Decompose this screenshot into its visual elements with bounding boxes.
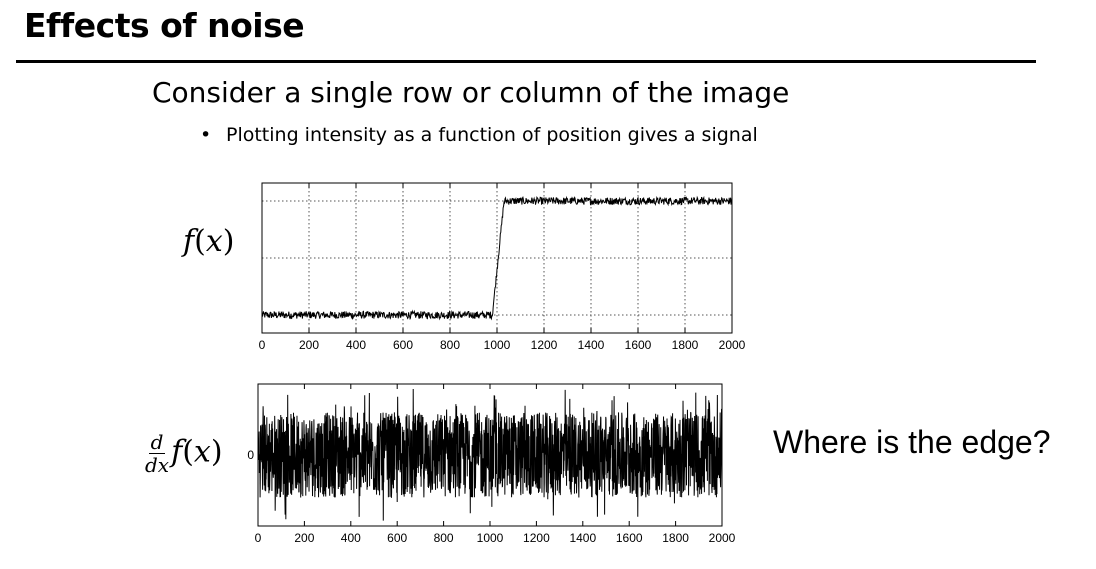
x-tick-label: 1200 [531, 338, 558, 352]
bullet-list: Plotting intensity as a function of posi… [200, 124, 758, 146]
x-tick-label: 200 [299, 338, 319, 352]
x-tick-label: 1000 [484, 338, 511, 352]
title-divider [16, 60, 1036, 63]
x-tick-label: 1400 [569, 531, 596, 545]
derivative-chart: 0 200 400 600 800 1000 1200 1400 1600 1800 2000 0 [247, 383, 736, 545]
y-tick-label: 0 [247, 448, 254, 462]
x-tick-label: 800 [434, 531, 454, 545]
x-tick-label: 1600 [625, 338, 652, 352]
x-tick-label: 400 [346, 338, 366, 352]
x-tick-label: 2000 [719, 338, 746, 352]
chart-2-ylabel: d dx f(x) [145, 430, 223, 477]
x-tick-label: 2000 [709, 531, 736, 545]
chart-1-ylabel: f(x) [183, 224, 235, 259]
x-tick-label: 0 [255, 531, 262, 545]
x-tick-label: 1800 [662, 531, 689, 545]
x-tick-label: 1400 [578, 338, 605, 352]
slide-title: Effects of noise [24, 6, 305, 45]
edge-question: Where is the edge? [773, 424, 1051, 460]
bullet-item: Plotting intensity as a function of posi… [200, 124, 758, 146]
x-tick-label: 1600 [616, 531, 643, 545]
x-tick-label: 200 [294, 531, 314, 545]
x-tick-label: 400 [341, 531, 361, 545]
slide-heading: Consider a single row or column of the i… [152, 76, 790, 109]
series-line [257, 388, 723, 521]
x-tick-label: 800 [440, 338, 460, 352]
series-line [261, 195, 733, 321]
x-tick-label: 1200 [523, 531, 550, 545]
x-tick-label: 600 [387, 531, 407, 545]
signal-chart: 0 200 400 600 800 1000 1200 1400 1600 1800 2000 [259, 182, 746, 352]
x-tick-label: 1800 [672, 338, 699, 352]
plot-frame [261, 182, 733, 334]
x-tick-label: 600 [393, 338, 413, 352]
x-tick-label: 1000 [477, 531, 504, 545]
x-tick-label: 0 [259, 338, 266, 352]
